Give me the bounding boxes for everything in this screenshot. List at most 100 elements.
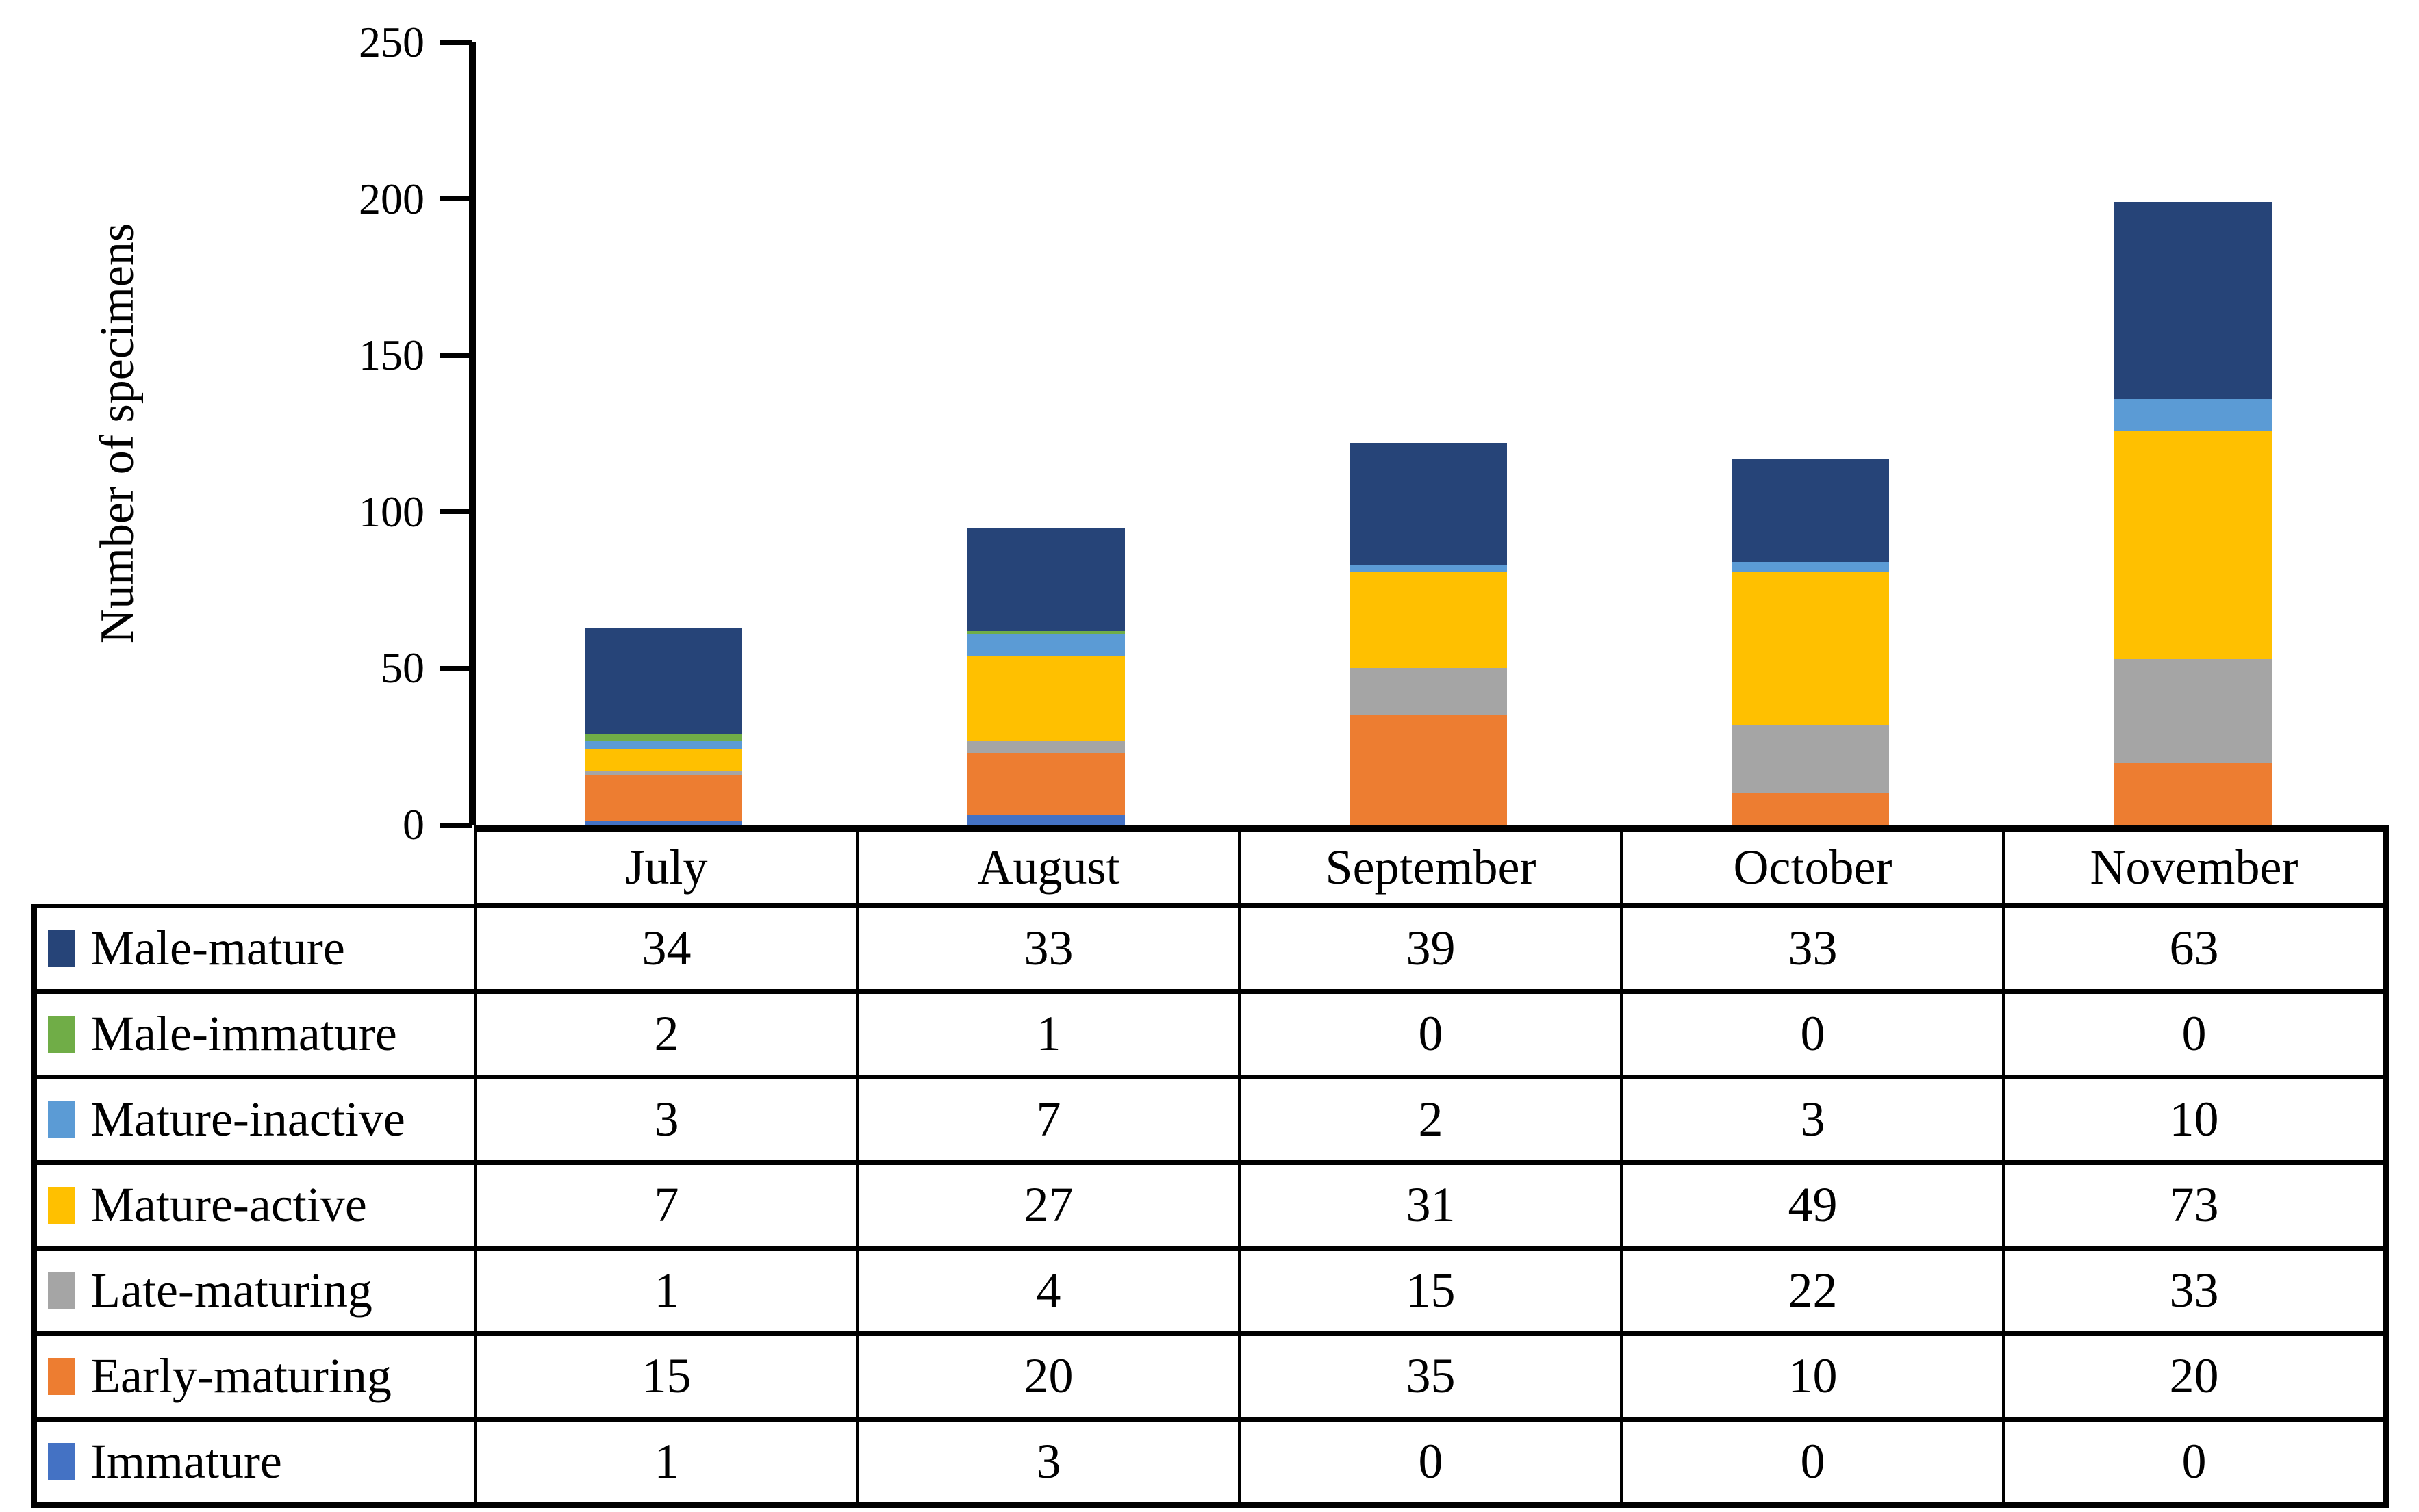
y-tick-mark-150 xyxy=(440,353,472,358)
bar-segment-october-early-maturing xyxy=(1732,793,1889,825)
value-cell-mature-active-october: 49 xyxy=(1620,1159,2005,1251)
bar-september xyxy=(1350,443,1507,825)
bar-segment-august-immature xyxy=(967,815,1125,825)
row-label-wrap: Male-mature xyxy=(40,920,472,977)
month-header-august: August xyxy=(856,825,1241,908)
table-row-early-maturing: Early-maturing 15 20 35 10 20 xyxy=(31,1331,2389,1422)
row-label-cell-immature: Immature xyxy=(31,1416,477,1508)
value-cell-early-maturing-november: 20 xyxy=(2002,1331,2389,1422)
series-label: Immature xyxy=(90,1433,282,1489)
row-label-wrap: Mature-active xyxy=(40,1177,472,1233)
y-tick-label-100: 100 xyxy=(359,487,425,536)
value-cell-mature-active-july: 7 xyxy=(474,1159,859,1251)
bar-segment-november-mature-active xyxy=(2114,431,2272,659)
value-cell-early-maturing-july: 15 xyxy=(474,1331,859,1422)
row-label-cell-late-maturing: Late-maturing xyxy=(31,1245,477,1336)
bar-segment-october-male-mature xyxy=(1732,459,1889,562)
bar-segment-september-early-maturing xyxy=(1350,715,1507,825)
bar-segment-august-male-immature xyxy=(967,631,1125,634)
table-row-male-immature: Male-immature 2 1 0 0 0 xyxy=(31,988,2389,1079)
y-tick-label-0: 0 xyxy=(403,800,425,849)
series-label: Late-maturing xyxy=(90,1263,372,1318)
bar-segment-july-male-immature xyxy=(585,734,742,741)
series-label: Early-maturing xyxy=(90,1348,392,1403)
row-label-wrap: Early-maturing xyxy=(40,1348,472,1405)
bar-segment-august-male-mature xyxy=(967,528,1125,631)
y-tick-label-50: 50 xyxy=(381,643,425,692)
value-cell-mature-inactive-september: 2 xyxy=(1238,1074,1623,1165)
bar-segment-october-mature-active xyxy=(1732,572,1889,725)
value-cell-early-maturing-september: 35 xyxy=(1238,1331,1623,1422)
value-cell-male-mature-september: 39 xyxy=(1238,903,1623,994)
month-header-september: September xyxy=(1238,825,1623,908)
bar-segment-september-male-mature xyxy=(1350,443,1507,565)
value-cell-mature-active-september: 31 xyxy=(1238,1159,1623,1251)
value-cell-late-maturing-september: 15 xyxy=(1238,1245,1623,1336)
bar-segment-july-mature-active xyxy=(585,749,742,771)
row-label-cell-male-mature: Male-mature xyxy=(31,903,477,994)
y-tick-label-150: 150 xyxy=(359,331,425,379)
value-cell-late-maturing-october: 22 xyxy=(1620,1245,2005,1336)
row-label-cell-mature-inactive: Mature-inactive xyxy=(31,1074,477,1165)
row-label-wrap: Immature xyxy=(40,1433,472,1490)
legend-swatch-male-immature xyxy=(48,1015,75,1053)
value-cell-mature-inactive-october: 3 xyxy=(1620,1074,2005,1165)
value-cell-male-mature-november: 63 xyxy=(2002,903,2389,994)
month-header-row: July August September October November xyxy=(34,825,2389,908)
data-table: July August September October November Male-… xyxy=(31,825,2389,1508)
value-cell-immature-september: 0 xyxy=(1238,1416,1623,1508)
value-cell-mature-active-november: 73 xyxy=(2002,1159,2389,1251)
value-cell-late-maturing-august: 4 xyxy=(856,1245,1241,1336)
y-axis-line xyxy=(469,42,476,825)
legend-swatch-male-mature xyxy=(48,930,75,967)
value-cell-male-mature-august: 33 xyxy=(856,903,1241,994)
bar-segment-july-immature xyxy=(585,821,742,825)
value-cell-early-maturing-august: 20 xyxy=(856,1331,1241,1422)
bar-segment-august-early-maturing xyxy=(967,753,1125,815)
series-label: Male-mature xyxy=(90,921,345,975)
legend-swatch-mature-inactive xyxy=(48,1101,75,1138)
value-cell-male-immature-july: 2 xyxy=(474,988,859,1079)
table-corner-cell xyxy=(34,828,476,906)
bar-segment-july-early-maturing xyxy=(585,775,742,821)
bar-segment-november-late-maturing xyxy=(2114,659,2272,763)
value-cell-male-immature-november: 0 xyxy=(2002,988,2389,1079)
bar-segment-july-late-maturing xyxy=(585,771,742,775)
value-cell-immature-august: 3 xyxy=(856,1416,1241,1508)
legend-swatch-mature-active xyxy=(48,1186,75,1224)
legend-swatch-immature xyxy=(48,1443,75,1480)
value-cell-immature-july: 1 xyxy=(474,1416,859,1508)
bar-november xyxy=(2114,202,2272,825)
bar-august xyxy=(967,528,1125,825)
bar-october xyxy=(1732,459,1889,825)
y-axis-title: Number of specimens xyxy=(91,222,144,644)
bar-segment-september-mature-inactive xyxy=(1350,565,1507,572)
table-row-mature-inactive: Mature-inactive 3 7 2 3 10 xyxy=(31,1074,2389,1165)
row-label-wrap: Late-maturing xyxy=(40,1262,472,1319)
month-header-november: November xyxy=(2002,825,2389,908)
bar-segment-august-mature-inactive xyxy=(967,634,1125,656)
value-cell-immature-november: 0 xyxy=(2002,1416,2389,1508)
legend-swatch-late-maturing xyxy=(48,1272,75,1309)
bar-segment-july-male-mature xyxy=(585,628,742,734)
legend-swatch-early-maturing xyxy=(48,1357,75,1395)
value-cell-male-immature-october: 0 xyxy=(1620,988,2005,1079)
y-tick-mark-100 xyxy=(440,509,472,514)
value-cell-mature-inactive-november: 10 xyxy=(2002,1074,2389,1165)
y-tick-label-250: 250 xyxy=(359,18,425,66)
value-cell-male-mature-july: 34 xyxy=(474,903,859,994)
row-label-cell-early-maturing: Early-maturing xyxy=(31,1331,477,1422)
row-label-wrap: Mature-inactive xyxy=(40,1091,472,1148)
table-row-mature-active: Mature-active 7 27 31 49 73 xyxy=(31,1159,2389,1251)
value-cell-late-maturing-november: 33 xyxy=(2002,1245,2389,1336)
row-label-wrap: Male-immature xyxy=(40,1005,472,1062)
y-tick-label-200: 200 xyxy=(359,175,425,223)
bar-segment-october-mature-inactive xyxy=(1732,562,1889,572)
row-label-cell-mature-active: Mature-active xyxy=(31,1159,477,1251)
value-cell-male-immature-september: 0 xyxy=(1238,988,1623,1079)
y-tick-mark-250 xyxy=(440,40,472,45)
table-row-late-maturing: Late-maturing 1 4 15 22 33 xyxy=(31,1245,2389,1336)
value-cell-mature-active-august: 27 xyxy=(856,1159,1241,1251)
value-cell-male-mature-october: 33 xyxy=(1620,903,2005,994)
series-label: Male-immature xyxy=(90,1006,397,1061)
